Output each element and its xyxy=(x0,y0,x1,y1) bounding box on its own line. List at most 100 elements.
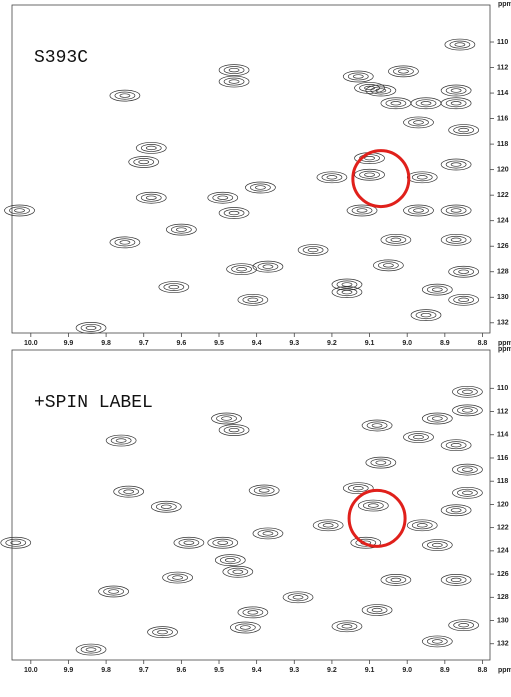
contour-ring xyxy=(178,538,200,547)
contour-ring xyxy=(380,233,412,246)
contour-ring xyxy=(390,577,402,583)
contour-ring xyxy=(453,621,475,630)
contour-ring xyxy=(85,647,97,652)
y-tick-label: 122 xyxy=(497,524,509,531)
contour-ring xyxy=(357,499,389,512)
contour-ring xyxy=(211,412,242,425)
contour-ring xyxy=(364,156,375,161)
peak xyxy=(421,283,453,296)
contour-ring xyxy=(347,72,369,81)
contour-ring xyxy=(420,101,432,106)
contour-ring xyxy=(128,156,160,168)
panel: 10.0 9.9 9.8 9.7 9.6 9.5 9.4 9.3 9.2 9.1 9.0 8.9 8.8… xyxy=(4,1,511,347)
contour-ring xyxy=(448,619,480,632)
contour-ring xyxy=(218,64,250,76)
peak xyxy=(75,643,107,656)
contour-ring xyxy=(235,623,256,632)
contour-ring xyxy=(367,503,379,508)
y-tick-label: 110 xyxy=(497,385,508,392)
contour-ring xyxy=(408,433,429,442)
contour-ring xyxy=(262,264,274,269)
peak xyxy=(403,204,434,217)
contour-ring xyxy=(383,263,394,268)
peak xyxy=(448,265,480,278)
x-tick-label: 9.2 xyxy=(327,667,337,674)
peak xyxy=(0,536,32,549)
contour-ring xyxy=(431,416,443,421)
contour-ring xyxy=(109,89,141,102)
contour-ring xyxy=(140,143,162,152)
contour-ring xyxy=(415,311,437,320)
contour-ring xyxy=(167,573,188,582)
peak xyxy=(222,565,254,578)
contour-ring xyxy=(410,309,442,321)
contour-ring xyxy=(440,439,472,452)
contour-ring xyxy=(362,501,384,510)
contour-ring xyxy=(10,540,22,545)
contour-ring xyxy=(457,488,478,497)
contour-ring xyxy=(240,625,251,630)
contour-ring xyxy=(457,406,478,415)
contour-ring xyxy=(449,40,471,49)
peak xyxy=(410,97,442,110)
contour-ring xyxy=(370,458,392,467)
y-tick-label: 114 xyxy=(497,90,508,97)
contour-ring xyxy=(133,158,155,166)
peak xyxy=(354,82,385,94)
contour-ring xyxy=(250,183,271,192)
contour-ring xyxy=(406,171,438,184)
contour-ring xyxy=(255,185,266,190)
panel: 10.0 9.9 9.8 9.7 9.6 9.5 9.4 9.3 9.2 9.1 9.0 8.9 8.8… xyxy=(0,346,511,674)
x-tick-label: 9.3 xyxy=(289,667,299,674)
contour-ring xyxy=(75,643,107,656)
contour-ring xyxy=(380,574,412,586)
contour-ring xyxy=(408,206,429,215)
peak xyxy=(173,536,205,549)
contour-ring xyxy=(331,620,363,633)
contour-ring xyxy=(411,521,433,530)
y-tick-label: 118 xyxy=(497,141,508,148)
contour-ring xyxy=(326,175,338,180)
contour-ring xyxy=(440,574,472,586)
contour-ring xyxy=(223,209,245,217)
contour-ring xyxy=(322,523,334,528)
contour-ring xyxy=(426,414,448,423)
contour-ring xyxy=(297,244,329,256)
peak xyxy=(452,404,483,417)
contour-ring xyxy=(212,538,234,547)
contour-ring xyxy=(253,486,275,495)
x-tick-label: 9.8 xyxy=(101,340,111,347)
contour-ring xyxy=(118,487,140,496)
contour-ring xyxy=(450,208,462,213)
contour-ring xyxy=(307,247,319,253)
contour-ring xyxy=(453,295,475,304)
contour-ring xyxy=(415,99,437,108)
peak xyxy=(406,519,438,532)
peak xyxy=(444,38,476,51)
contour-ring xyxy=(365,84,397,97)
peak xyxy=(166,223,197,236)
contour-ring xyxy=(450,237,462,242)
peak xyxy=(421,539,453,551)
contour-ring xyxy=(341,282,353,287)
contour-ring xyxy=(0,536,32,549)
contour-ring xyxy=(287,593,309,602)
peak xyxy=(346,204,378,217)
contour-ring xyxy=(445,206,467,215)
contour-ring xyxy=(421,412,453,425)
contour-ring xyxy=(172,575,183,580)
x-tick-label: 10.0 xyxy=(24,667,38,674)
contour-ring xyxy=(413,120,424,125)
x-tick-label: 8.8 xyxy=(478,340,488,347)
peak xyxy=(403,431,434,443)
peak xyxy=(218,424,250,436)
peak xyxy=(452,486,483,499)
x-tick-label: 9.4 xyxy=(252,340,262,347)
y-tick-label: 130 xyxy=(497,617,509,624)
contour-ring xyxy=(110,436,132,445)
peak xyxy=(380,233,412,246)
contour-ring xyxy=(457,387,478,396)
contour-ring xyxy=(123,489,135,494)
peak xyxy=(135,142,167,154)
contour-ring xyxy=(331,278,363,291)
